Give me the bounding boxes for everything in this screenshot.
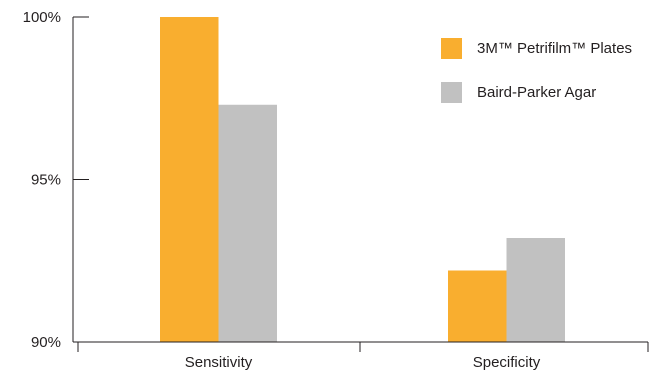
bar-sensitivity-series-1 [160, 17, 219, 342]
bar-specificity-series-1 [448, 270, 507, 342]
y-tick-label: 100% [23, 9, 61, 26]
axes-group: 100% 95% 90% Sensitivity Specificity [23, 9, 649, 371]
bars-group [160, 17, 565, 342]
legend: 3M™ Petrifilm™ Plates Baird-Parker Agar [441, 38, 632, 103]
legend-label: 3M™ Petrifilm™ Plates [477, 40, 632, 57]
legend-swatch [441, 82, 462, 103]
x-category-label: Specificity [473, 354, 541, 371]
y-tick-label: 90% [31, 334, 61, 351]
legend-swatch [441, 38, 462, 59]
bar-sensitivity-series-2 [218, 104, 277, 342]
y-tick-label: 95% [31, 172, 61, 189]
x-category-label: Sensitivity [185, 354, 253, 371]
bar-specificity-series-2 [506, 238, 565, 342]
legend-label: Baird-Parker Agar [477, 84, 596, 101]
